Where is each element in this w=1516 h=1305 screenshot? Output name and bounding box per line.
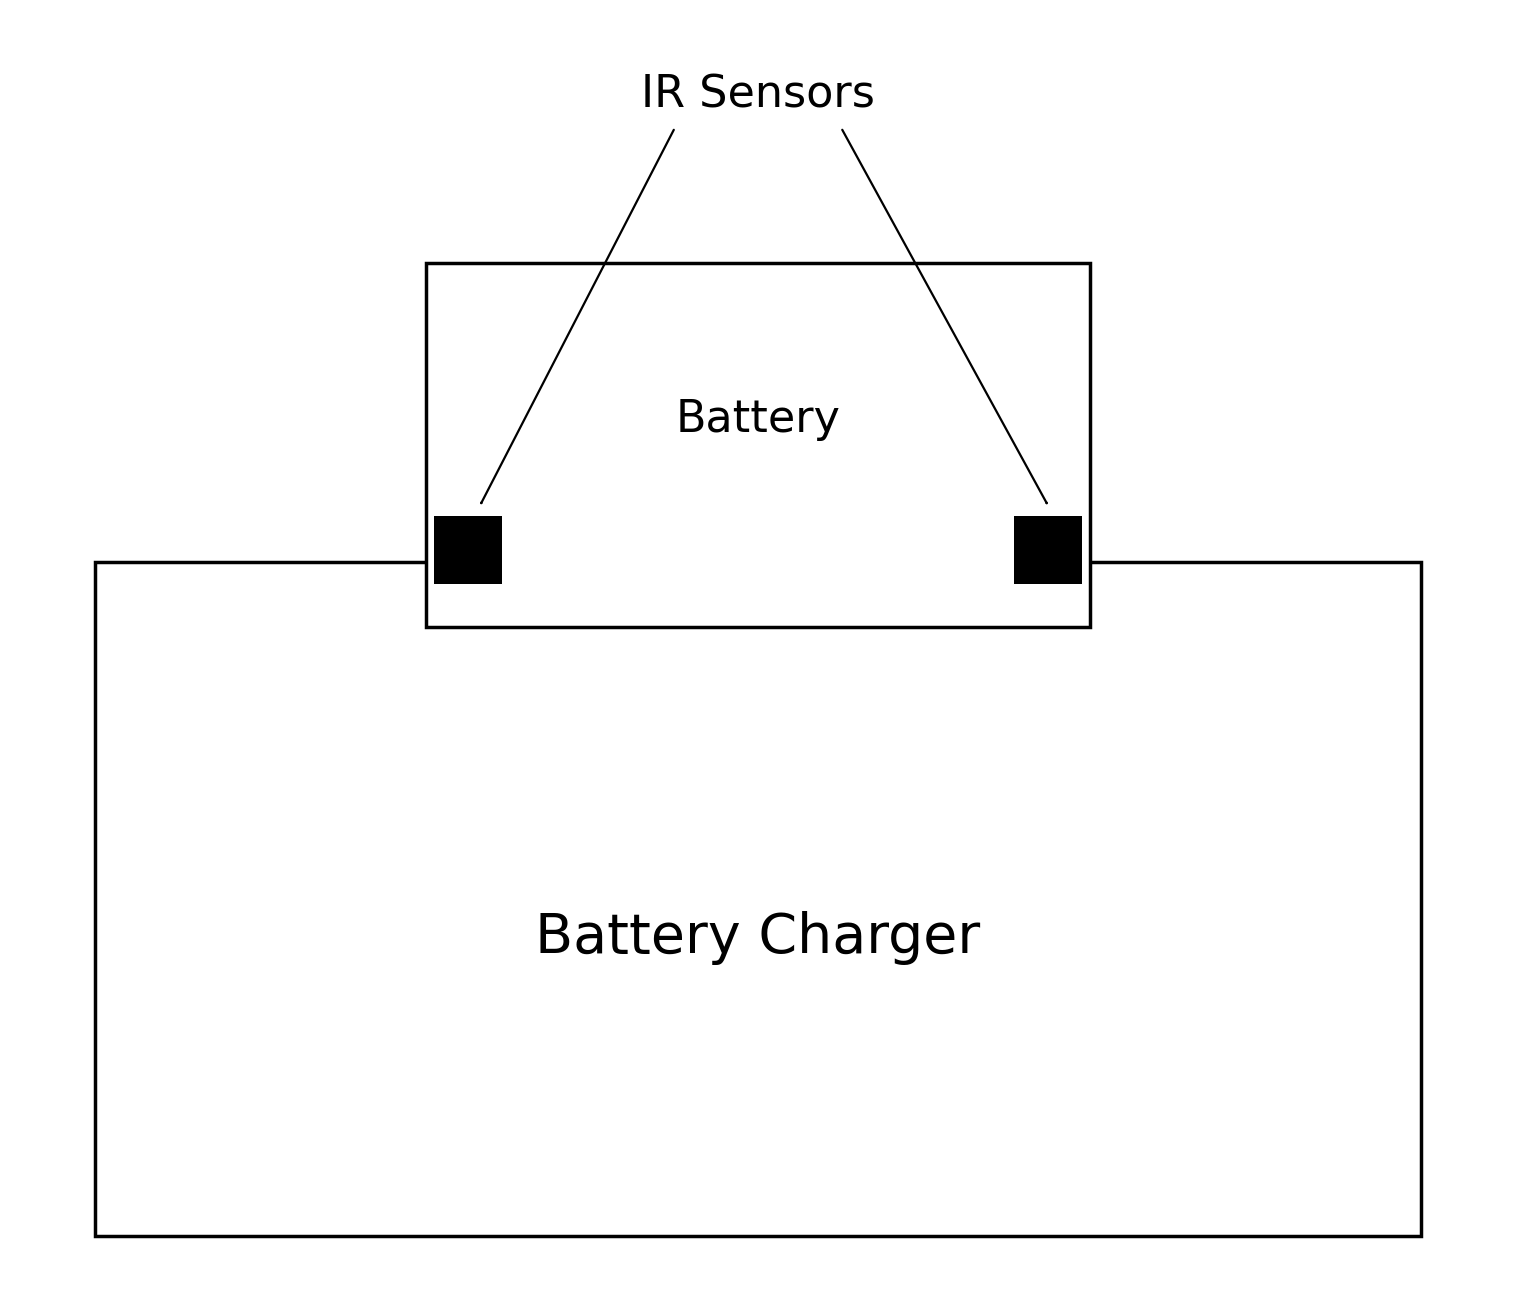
Bar <box>94 561 1422 1236</box>
Text: Battery: Battery <box>676 398 840 441</box>
Bar <box>434 517 502 583</box>
Text: Battery Charger: Battery Charger <box>535 911 981 964</box>
Text: IR Sensors: IR Sensors <box>641 73 875 116</box>
Bar <box>426 264 1090 626</box>
Bar <box>1014 517 1082 583</box>
